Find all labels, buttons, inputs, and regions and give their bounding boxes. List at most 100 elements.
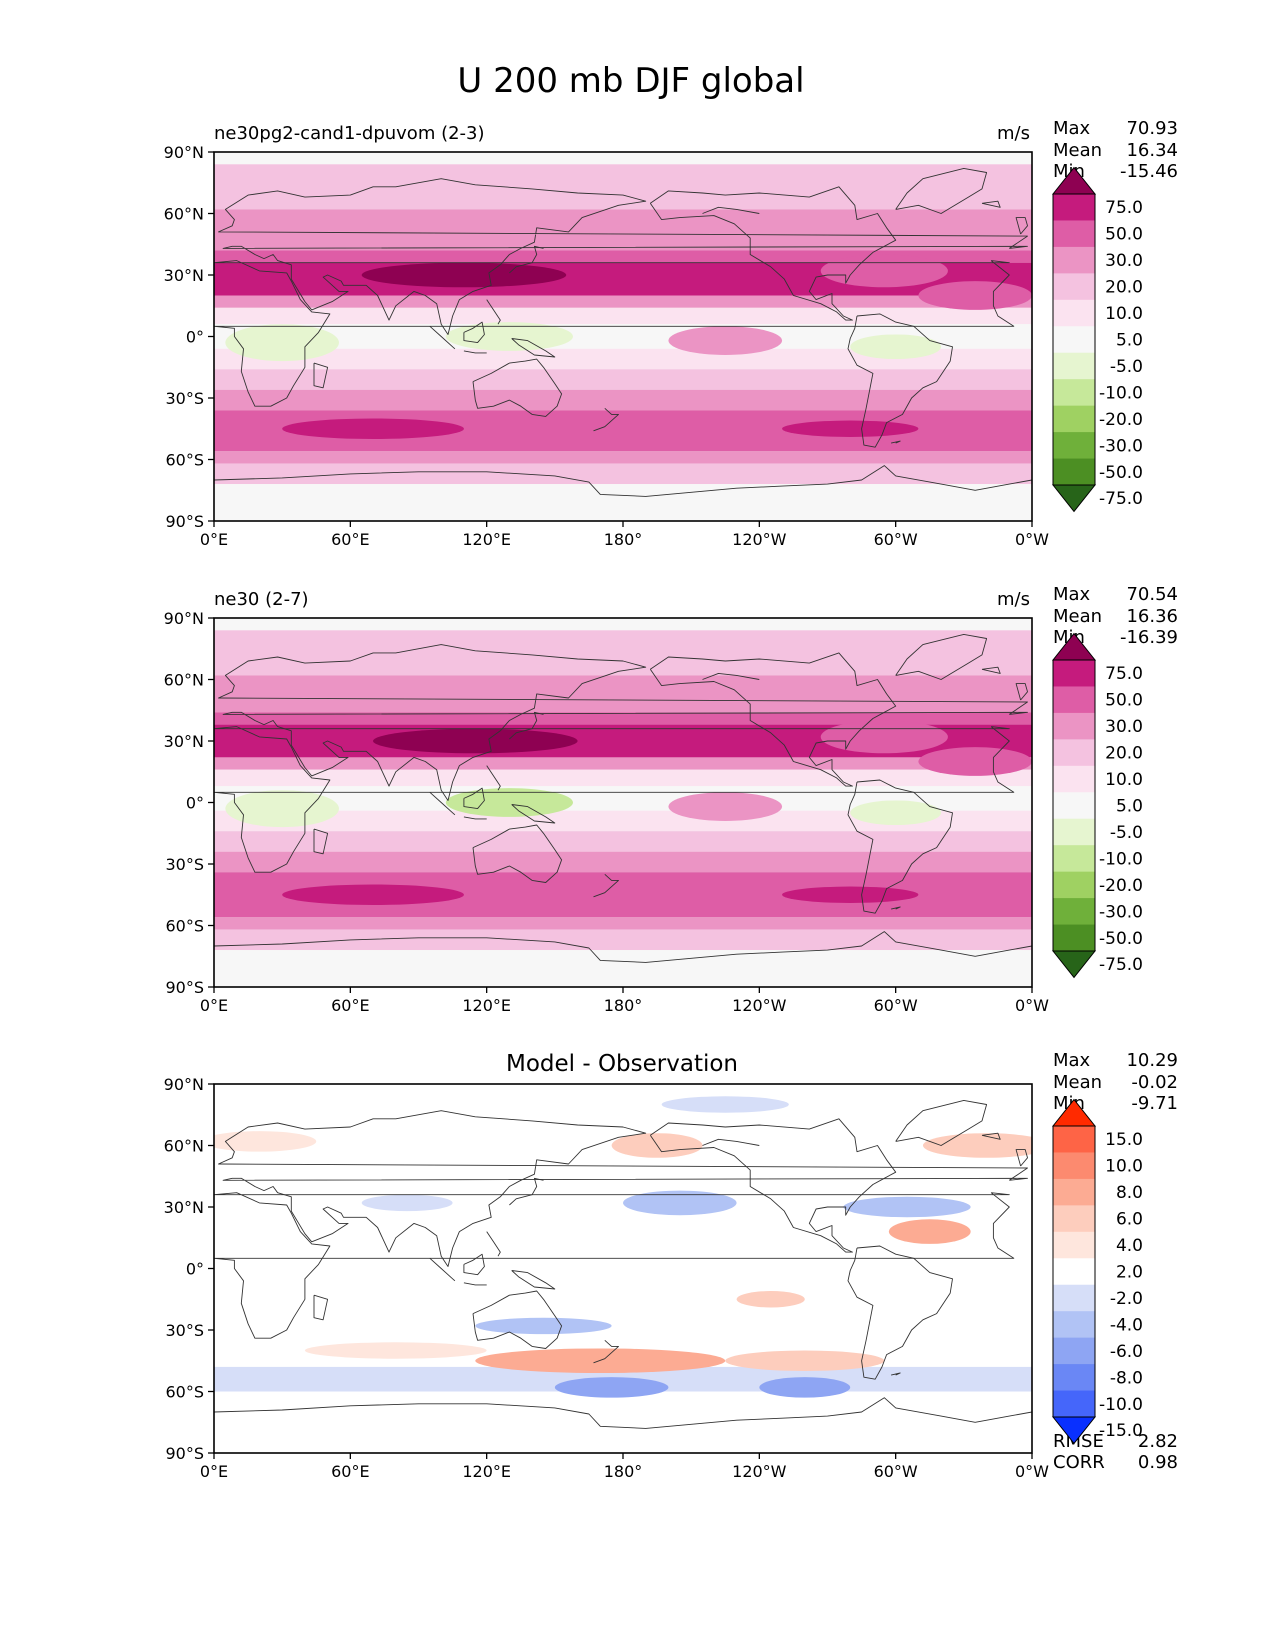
stat-max-label: Max (1053, 118, 1091, 139)
coastline (214, 1192, 1015, 1339)
colorbar-tick-label: 5.0 (1116, 331, 1143, 351)
contour-blob (918, 747, 1032, 776)
contour-band (214, 769, 1032, 787)
coastline (472, 358, 563, 417)
coastline (429, 791, 456, 816)
coastline (702, 1138, 760, 1146)
coastline (509, 711, 544, 740)
panel-title: Model - Observation (506, 1051, 738, 1077)
contour-band (214, 851, 1032, 873)
coastline (649, 652, 897, 787)
contour-blob (282, 418, 464, 439)
coastline (1015, 683, 1028, 701)
coastline (486, 1231, 501, 1257)
coastline (486, 765, 501, 791)
coastlines (214, 633, 1032, 963)
map-field (214, 152, 1032, 521)
x-tick-label: 60°E (331, 996, 369, 1015)
colorbar-segment (1053, 1311, 1095, 1339)
coastline (1015, 217, 1028, 235)
contour-blob (850, 800, 942, 826)
coastline (1015, 1149, 1028, 1167)
x-tick-label: 180° (604, 996, 643, 1015)
y-tick-label: 30°N (164, 732, 204, 751)
coastline (511, 1270, 556, 1290)
stat-mean-label: Mean (1053, 1072, 1102, 1093)
contour-blob (782, 886, 919, 903)
colorbar-segment (1053, 818, 1095, 846)
colorbar-tick-label: 30.0 (1105, 251, 1143, 271)
colorbar-segment (1053, 845, 1095, 873)
contour-band (214, 295, 1032, 308)
stat-max-value: 70.54 (1126, 584, 1178, 605)
panel-reference-model: ne30 (2-7) m/s Max 70.54 Mean 16.36 Min … (164, 584, 1178, 1015)
stat-min-value: -9.71 (1131, 1093, 1178, 1114)
contour-blob (736, 1291, 805, 1308)
contour-blob (554, 1377, 669, 1398)
contour-blob (820, 720, 948, 754)
colorbar-tick-label: 50.0 (1105, 225, 1143, 245)
coastline (890, 1372, 901, 1376)
coastline (593, 873, 619, 898)
contour-blob (888, 1219, 971, 1244)
coastline (463, 816, 487, 820)
contour-band (214, 250, 1032, 263)
coastline (891, 440, 901, 444)
contour-band (214, 484, 1032, 521)
contour-blob (850, 334, 942, 360)
colorbar-segment (1053, 194, 1095, 221)
contour-blob (623, 1190, 737, 1216)
contour-band (214, 929, 1032, 951)
panel-units: m/s (997, 589, 1030, 610)
colorbar-tick-label: 10.0 (1105, 304, 1143, 324)
colorbar-segment (1053, 299, 1095, 327)
colorbar-tick-label: 2.0 (1116, 1263, 1143, 1283)
contour-blob (327, 1237, 464, 1251)
colorbar-tick-label: -50.0 (1099, 463, 1143, 483)
coastline (463, 1282, 487, 1286)
colorbar-tick-label: 20.0 (1105, 278, 1143, 298)
colorbar: 75.0 50.0 30.0 20.0 10.0 5.0 -5.0 -10.0 -20.0 -30… (1051, 632, 1143, 979)
colorbar-segment (1053, 1337, 1095, 1365)
rmse-label: RMSE (1053, 1431, 1104, 1452)
colorbar-tick-label: -10.0 (1099, 1395, 1143, 1415)
y-tick-label: 60°S (165, 1383, 204, 1402)
corr-value: 0.98 (1138, 1452, 1178, 1473)
colorbar-segment (1053, 1390, 1095, 1418)
colorbar-segment (1053, 792, 1095, 820)
colorbar-segment (1053, 379, 1095, 407)
y-tick-label: 90°S (165, 1444, 204, 1463)
colorbar-segment (1053, 220, 1095, 248)
coastline (214, 726, 1015, 873)
contour-band (214, 810, 1032, 832)
coastline (847, 313, 953, 448)
x-tick-label: 60°E (331, 1462, 369, 1481)
colorbar-segment (1053, 326, 1095, 354)
colorbar-segment (1053, 273, 1095, 301)
contour-band (214, 630, 1032, 676)
coastline (463, 1253, 485, 1276)
colorbar-segment (1053, 405, 1095, 433)
contour-band (214, 757, 1032, 770)
coastline (895, 1099, 988, 1146)
colorbar-tick-label: -20.0 (1099, 410, 1143, 430)
contour-blob (304, 1342, 487, 1359)
x-tick-label: 120°W (732, 530, 787, 549)
x-tick-label: 180° (604, 530, 643, 549)
colorbar-tick-label: -50.0 (1099, 929, 1143, 949)
coastline (214, 260, 1015, 407)
colorbar-tick-label: 20.0 (1105, 744, 1143, 764)
colorbar-tick-label: -75.0 (1099, 955, 1143, 975)
x-tick-label: 0°W (1015, 996, 1049, 1015)
colorbar-segment (1053, 1284, 1095, 1312)
contour-band (214, 675, 1032, 713)
contour-blob (361, 1194, 453, 1212)
corr-label: CORR (1053, 1452, 1105, 1473)
coastline (895, 633, 988, 680)
stat-max-value: 10.29 (1126, 1050, 1178, 1071)
colorbar-tick-label: 5.0 (1116, 797, 1143, 817)
stat-mean-value: -0.02 (1131, 1072, 1178, 1093)
coastline (313, 828, 329, 855)
stat-mean-value: 16.34 (1126, 140, 1178, 161)
contour-blob (759, 1377, 851, 1398)
